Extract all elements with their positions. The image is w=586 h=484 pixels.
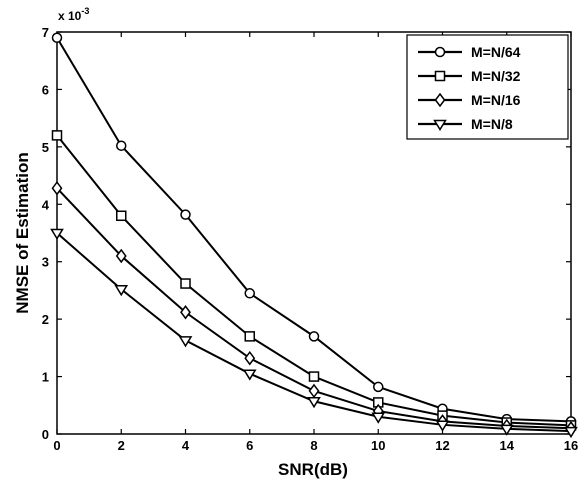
y-tick-label: 3	[42, 255, 49, 270]
y-tick-label: 4	[42, 197, 50, 212]
y-tick-label: 5	[42, 140, 49, 155]
x-tick-label: 0	[53, 438, 60, 453]
data-point	[307, 397, 321, 409]
data-point	[50, 228, 64, 240]
series-m-n-8	[50, 228, 578, 439]
legend-label: M=N/64	[471, 44, 521, 60]
legend-label: M=N/8	[471, 116, 513, 132]
x-axis-label: SNR(dB)	[278, 460, 348, 479]
legend-marker	[434, 70, 446, 82]
x-tick-label: 8	[310, 438, 317, 453]
data-point	[116, 140, 127, 151]
data-point	[180, 278, 191, 289]
data-point	[308, 371, 320, 382]
data-point	[308, 383, 320, 399]
legend: M=N/64 M=N/32 M=N/16 M=N/8	[406, 34, 569, 140]
data-point	[244, 288, 255, 299]
legend-entry: M=N/16	[418, 92, 521, 108]
y-tick-label: 7	[42, 25, 49, 40]
data-point	[51, 32, 63, 43]
legend-entry: M=N/8	[418, 116, 513, 132]
y-axis-label: NMSE of Estimation	[13, 152, 32, 314]
data-point	[373, 381, 384, 393]
legend-label: M=N/16	[471, 92, 521, 108]
legend-marker	[433, 119, 447, 131]
data-point	[51, 180, 63, 196]
x-tick-label: 10	[371, 438, 385, 453]
data-point	[242, 369, 257, 381]
x-tick-label: 6	[246, 438, 253, 453]
y-tick-label: 2	[42, 312, 49, 327]
legend-label: M=N/32	[471, 68, 521, 84]
data-point	[180, 305, 191, 320]
y-tick-label: 1	[42, 370, 49, 385]
x-tick-label: 4	[182, 438, 190, 453]
data-point	[180, 209, 191, 220]
x-tick-label: 16	[564, 438, 578, 453]
legend-entry: M=N/64	[418, 44, 521, 60]
data-point	[244, 350, 256, 366]
data-point	[435, 420, 450, 432]
y-tick-label: 0	[42, 427, 49, 442]
data-point	[115, 248, 127, 264]
data-point	[116, 210, 127, 222]
data-point	[499, 424, 514, 436]
data-point	[308, 331, 320, 342]
data-point	[371, 412, 386, 424]
data-point	[244, 331, 255, 342]
x-tick-label: 14	[500, 438, 515, 453]
x-tick-label: 2	[118, 438, 125, 453]
legend-marker	[434, 46, 446, 58]
series-layer	[50, 32, 578, 439]
data-point	[564, 426, 578, 439]
x-tick-label: 12	[435, 438, 449, 453]
data-point	[114, 285, 129, 297]
y-tick-label: 6	[42, 82, 49, 97]
legend-entry: M=N/32	[418, 68, 521, 84]
data-point	[178, 336, 193, 348]
y-multiplier-label: x 10-3	[58, 6, 89, 23]
legend-marker	[434, 92, 446, 108]
data-point	[51, 130, 63, 141]
